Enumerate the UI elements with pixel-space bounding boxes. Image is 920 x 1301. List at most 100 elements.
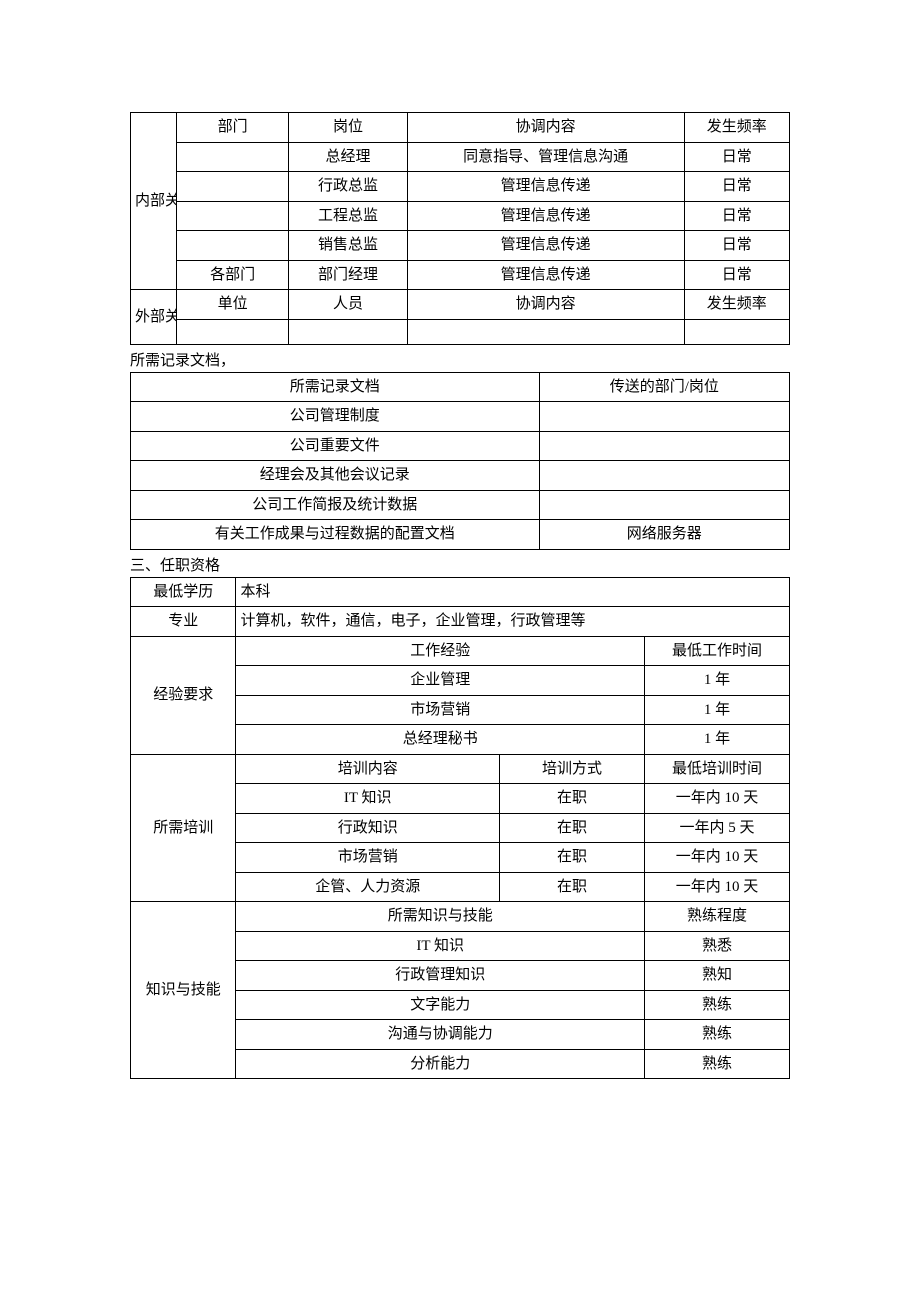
cell — [539, 461, 789, 491]
cell-text: 协调内容 — [516, 119, 576, 135]
cell: 培训方式 — [500, 754, 645, 784]
cell — [539, 490, 789, 520]
cell: 日常 — [684, 172, 789, 202]
cell: 公司重要文件 — [131, 431, 540, 461]
cell: 日常 — [684, 231, 789, 261]
cell-text: 经理会及其他会议记录 — [260, 467, 410, 483]
cell — [177, 201, 289, 231]
cell: 管理信息传递 — [407, 201, 684, 231]
cell-text: 市场营销 — [338, 849, 398, 865]
cell — [407, 319, 684, 344]
cell-text: 最低工作时间 — [672, 643, 762, 659]
cell-text: 在职 — [557, 849, 587, 865]
table-row: 内部关系 部门 岗位 协调内容 发生频率 — [131, 113, 790, 143]
cell: 行政知识 — [236, 813, 500, 843]
cell-text: 本科 — [240, 584, 270, 600]
cell-text: 传送的部门/岗位 — [610, 379, 719, 395]
cell: 熟练 — [644, 990, 789, 1020]
cell-text: 熟练 — [702, 997, 732, 1013]
relations-table: 内部关系 部门 岗位 协调内容 发生频率 总经理 同意指导、管理信息沟通 日常 … — [130, 112, 790, 345]
cell-text: 公司重要文件 — [290, 438, 380, 454]
cell — [684, 319, 789, 344]
table-row: 工程总监 管理信息传递 日常 — [131, 201, 790, 231]
edu-label: 最低学历 — [131, 577, 236, 607]
cell: 1 年 — [644, 695, 789, 725]
cell: 熟练 — [644, 1020, 789, 1050]
cell-text: IT 知识 — [416, 938, 464, 954]
cell-text: 协调内容 — [516, 296, 576, 312]
cell: 熟练程度 — [644, 902, 789, 932]
cell: 1 年 — [644, 666, 789, 696]
cell: 发生频率 — [684, 290, 789, 320]
cell-text: 管理信息传递 — [501, 178, 591, 194]
table-row: 公司重要文件 — [131, 431, 790, 461]
cell: 协调内容 — [407, 290, 684, 320]
cell-text: 1 年 — [704, 731, 730, 747]
cell: 各部门 — [177, 260, 289, 290]
cell: 日常 — [684, 142, 789, 172]
docs-table: 所需记录文档 传送的部门/岗位 公司管理制度 公司重要文件 经理会及其他会议记录… — [130, 372, 790, 550]
cell: 传送的部门/岗位 — [539, 372, 789, 402]
external-label: 外部关系 — [131, 290, 177, 345]
table-row: 专业 计算机，软件，通信，电子，企业管理，行政管理等 — [131, 607, 790, 637]
cell: 培训内容 — [236, 754, 500, 784]
cell-text: 一年内 5 天 — [679, 820, 754, 836]
cell: 日常 — [684, 260, 789, 290]
cell: 一年内 10 天 — [644, 872, 789, 902]
cell-text: 所需知识与技能 — [388, 908, 493, 924]
cell: 管理信息传递 — [407, 231, 684, 261]
cell: 管理信息传递 — [407, 172, 684, 202]
train-label: 所需培训 — [131, 754, 236, 902]
cell: 岗位 — [289, 113, 408, 143]
cell: 发生频率 — [684, 113, 789, 143]
cell: 部门经理 — [289, 260, 408, 290]
cell: 管理信息传递 — [407, 260, 684, 290]
cell-text: 一年内 10 天 — [676, 879, 759, 895]
cell — [177, 231, 289, 261]
cell-text: 行政总监 — [318, 178, 378, 194]
table-row: 所需培训 培训内容 培训方式 最低培训时间 — [131, 754, 790, 784]
cell: 沟通与协调能力 — [236, 1020, 645, 1050]
cell: 一年内 10 天 — [644, 784, 789, 814]
table-row: 各部门 部门经理 管理信息传递 日常 — [131, 260, 790, 290]
cell-text: 日常 — [722, 267, 752, 283]
cell: 在职 — [500, 784, 645, 814]
table-row: 外部关系 单位 人员 协调内容 发生频率 — [131, 290, 790, 320]
cell — [539, 431, 789, 461]
cell-text: 一年内 10 天 — [676, 790, 759, 806]
cell — [289, 319, 408, 344]
cell-text: 企业管理 — [410, 672, 470, 688]
cell-text: 岗位 — [333, 119, 363, 135]
cell-text: 行政知识 — [338, 820, 398, 836]
cell-text: 市场营销 — [410, 702, 470, 718]
table-row: 知识与技能 所需知识与技能 熟练程度 — [131, 902, 790, 932]
cell-text: 沟通与协调能力 — [388, 1026, 493, 1042]
cell-text: 总经理 — [325, 149, 370, 165]
edu-value: 本科 — [236, 577, 790, 607]
cell: 熟练 — [644, 1049, 789, 1079]
cell-text: 在职 — [557, 790, 587, 806]
cell-text: 管理信息传递 — [501, 208, 591, 224]
table-row — [131, 319, 790, 344]
cell-text: 文字能力 — [410, 997, 470, 1013]
cell-text: 一年内 10 天 — [676, 849, 759, 865]
cell-text: 所需培训 — [153, 820, 213, 836]
cell: 同意指导、管理信息沟通 — [407, 142, 684, 172]
cell-text: 发生频率 — [707, 296, 767, 312]
cell: 1 年 — [644, 725, 789, 755]
cell-text: 在职 — [557, 820, 587, 836]
cell: 行政管理知识 — [236, 961, 645, 991]
cell: 一年内 5 天 — [644, 813, 789, 843]
cell-text: 1 年 — [704, 702, 730, 718]
cell-text: 日常 — [722, 237, 752, 253]
document-page: 内部关系 部门 岗位 协调内容 发生频率 总经理 同意指导、管理信息沟通 日常 … — [0, 0, 920, 1079]
cell: 市场营销 — [236, 695, 645, 725]
cell: 在职 — [500, 872, 645, 902]
cell-text: 销售总监 — [318, 237, 378, 253]
skill-label: 知识与技能 — [131, 902, 236, 1079]
cell-text: 发生频率 — [707, 119, 767, 135]
table-row: 公司管理制度 — [131, 402, 790, 432]
cell-text: 网络服务器 — [627, 526, 702, 542]
cell-text: 管理信息传递 — [501, 267, 591, 283]
cell-text: 企管、人力资源 — [315, 879, 420, 895]
